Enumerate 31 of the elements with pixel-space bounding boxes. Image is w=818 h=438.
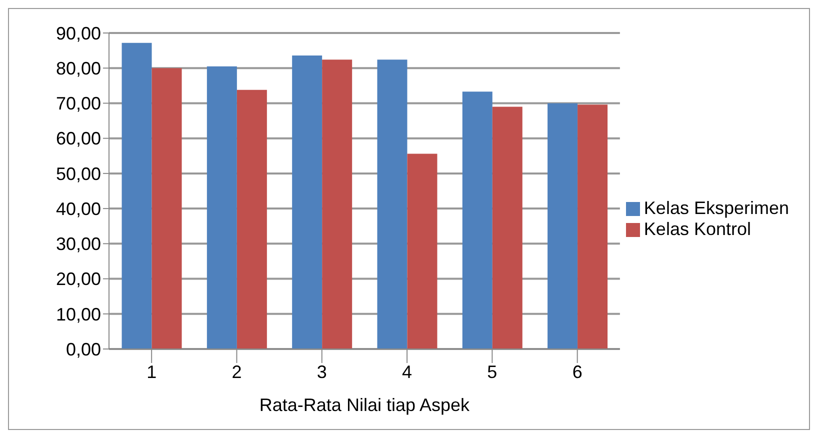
y-tick-label: 20,00 [56, 269, 101, 290]
bar [578, 104, 608, 349]
bar [206, 66, 237, 349]
y-tick-label: 70,00 [56, 94, 101, 114]
y-tick-label: 30,00 [56, 234, 101, 254]
legend-label: Kelas Kontrol [644, 219, 751, 239]
bar [152, 68, 182, 349]
x-tick-label: 6 [572, 362, 582, 382]
bar [492, 106, 522, 349]
y-tick-label: 40,00 [56, 198, 101, 219]
x-tick-label: 4 [402, 362, 412, 382]
bar [236, 90, 267, 349]
x-tick-label: 3 [316, 362, 327, 382]
y-tick-label: 90,00 [56, 23, 101, 44]
x-tick-label: 5 [487, 362, 498, 382]
y-tick-label: 10,00 [56, 304, 101, 324]
legend-label: Kelas Eksperimen [644, 198, 789, 218]
bar [322, 60, 352, 349]
bar [122, 42, 152, 349]
bar [407, 154, 438, 349]
y-tick-label: 0,00 [66, 339, 101, 360]
bar [377, 60, 408, 349]
x-tick-label: 1 [146, 362, 157, 382]
x-axis-title: Rata-Rata Nilai tiap Aspek [259, 395, 471, 415]
bar [292, 55, 322, 349]
y-tick-label: 60,00 [56, 128, 101, 149]
y-tick-label: 50,00 [56, 164, 101, 184]
x-tick-label: 2 [232, 362, 242, 382]
y-tick-label: 80,00 [56, 58, 101, 78]
bar [462, 92, 492, 349]
bar [548, 103, 578, 349]
